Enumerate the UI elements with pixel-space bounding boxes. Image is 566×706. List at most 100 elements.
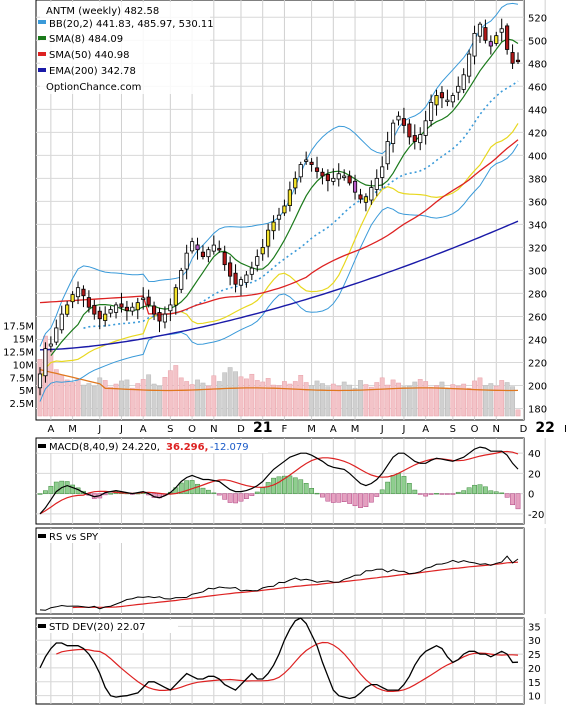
macd-histogram-bar [379,489,385,494]
candle-body [255,256,260,266]
candle-body [336,173,341,180]
price-legend: ANTM (weekly) 482.58 BB(20,2) 441.83, 48… [38,2,214,94]
macd-histogram-bar [477,484,483,494]
macd-histogram-bar [195,483,200,494]
volume-bar [423,381,429,417]
volume-bar [102,380,108,417]
volume-bar [347,384,353,417]
candle-body [173,287,178,306]
macd-histogram-bar [466,487,472,494]
volume-bar [287,383,293,417]
macd-histogram-bar [216,493,222,496]
price-tick-label: 520 [528,13,547,24]
x-tick-label: D [520,424,528,435]
std-label: STD DEV(20) 22.07 [38,620,178,633]
legend-swatch-sma8 [38,36,46,40]
candle-body [467,53,472,77]
candle-body [217,248,222,251]
price-tick-label: 480 [528,59,547,70]
macd-histogram-bar [444,493,450,495]
legend-label-bb: BB(20,2) 441.83, 485.97, 530.11 [49,19,214,30]
macd-histogram-bar [368,493,374,503]
candle-body [135,302,140,311]
volume-bar [124,379,130,417]
candle-body [179,270,184,290]
volume-bar [64,379,70,417]
macd-histogram-bar [515,493,521,510]
macd-histogram-bar [282,475,287,494]
volume-bar [336,385,342,417]
macd-histogram-bar [434,493,439,495]
macd-histogram-bar [189,480,195,494]
candle-body [97,310,102,320]
price-tick-label: 180 [528,404,547,415]
volume-bar [113,383,119,417]
macd-histogram-bar [64,481,70,494]
macd-histogram-bar [417,493,423,495]
rs-swatch [38,534,46,538]
volume-bar [455,385,461,417]
macd-histogram-bar [390,475,396,494]
volume-tick-label: 17.5M [3,322,34,333]
macd-histogram-bar [423,493,429,497]
candle-body [439,92,445,99]
volume-bar [157,385,162,417]
candle-body [190,241,195,252]
std-value: STD DEV(20) 22.07 [49,622,146,633]
price-tick-label: 440 [528,105,547,116]
price-tick-label: 500 [528,36,547,47]
volume-bar [233,371,238,417]
legend-box [40,2,210,94]
candle-body [81,288,86,297]
volume-bar [140,379,146,417]
price-tick-label: 200 [528,381,547,392]
price-tick-label: 460 [528,82,547,93]
volume-bar [444,388,450,417]
volume-bar [265,378,271,417]
volume-bar [341,381,347,417]
macd-histogram-bar [244,493,249,499]
macd-histogram-bar [461,490,467,494]
watermark: OptionChance.com [46,82,141,93]
macd-histogram-bar [406,483,412,494]
volume-bar [91,385,97,417]
std-tick-label: 35 [528,622,541,633]
candle-body [168,304,173,312]
macd-histogram-bar [412,489,418,494]
volume-tick-label: 10M [13,360,34,371]
x-tick-label: N [493,424,500,435]
legend-swatch-bb [38,20,46,24]
volume-bar [162,377,168,417]
std-tick-label: 15 [528,678,541,689]
std-tick-label: 10 [528,692,541,703]
candle-body [309,161,314,165]
macd-histogram-bar [330,493,336,503]
macd-histogram-bar [341,493,347,502]
std-line [39,617,519,700]
candle-body [380,166,385,178]
x-tick-label: D [237,424,245,435]
volume-bar [227,367,233,417]
volume-bar [368,386,374,417]
candle-body [113,304,119,313]
macd-histogram-bar [227,493,233,503]
macd-histogram-bar [352,493,358,507]
candle-body [472,32,477,57]
macd-histogram-bar [222,493,228,500]
volume-bar [401,386,407,417]
candle-body [141,297,146,300]
candle-body [499,28,504,33]
volume-bar [515,409,521,417]
candle-body [43,348,48,377]
candle-body [352,180,358,193]
sma50-line [39,139,519,315]
volume-bar [271,384,276,417]
candle-body [238,279,244,286]
price-tick-label: 260 [528,312,547,323]
ema200-line [39,220,519,351]
std-tick-label: 30 [528,636,541,647]
candle-body [266,229,271,247]
macd-histogram-bar [200,487,206,494]
volume-bar [450,384,456,417]
